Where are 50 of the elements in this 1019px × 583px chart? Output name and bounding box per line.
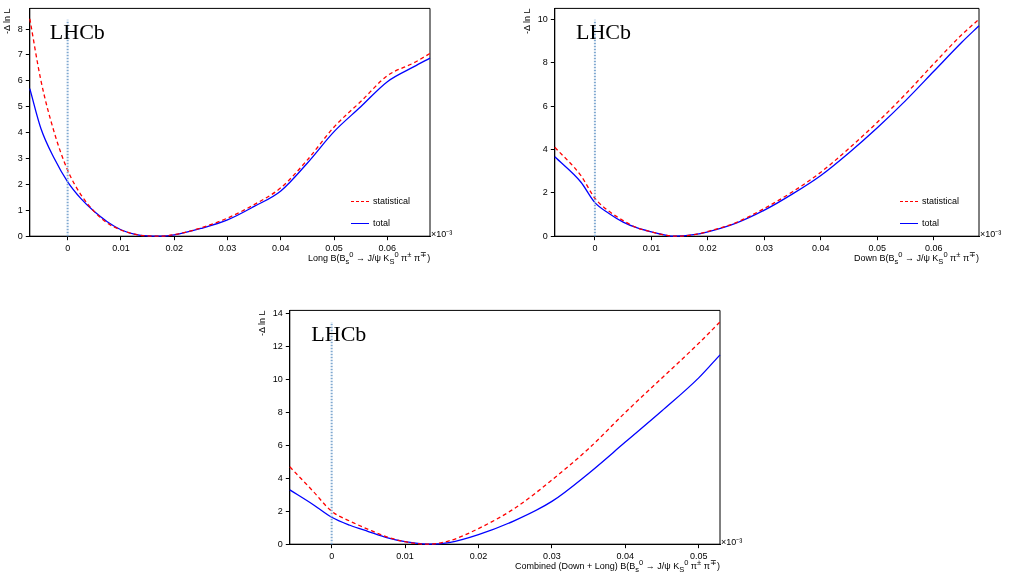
- text: ×10⁻³: [431, 228, 453, 239]
- y-tick-label: 4: [17, 127, 23, 138]
- y-tick-label: 8: [17, 23, 23, 34]
- y-tick-label: 10: [537, 13, 548, 24]
- y-tick-label: 4: [542, 143, 548, 154]
- y-tick-label: 3: [17, 153, 23, 164]
- y-axis-title: -Δ ln L: [256, 310, 267, 336]
- y-tick-label: 0: [542, 230, 548, 241]
- y-tick-label: 8: [277, 406, 283, 417]
- x-tick-label: 0.04: [272, 243, 290, 254]
- y-tick-label: 6: [277, 439, 283, 450]
- y-tick-label: 6: [542, 100, 548, 111]
- annotation: LHCb: [49, 19, 105, 45]
- y-axis-title: -Δ ln L: [1, 8, 12, 34]
- text: ×10⁻³: [980, 228, 1002, 239]
- x-tick-label: 0.01: [112, 243, 130, 254]
- y-tick-label: 0: [17, 230, 23, 241]
- legend-label: total: [373, 218, 391, 229]
- y-tick-label: 7: [17, 49, 23, 60]
- y-tick-label: 8: [542, 57, 548, 68]
- annotation: LHCb: [311, 321, 367, 347]
- x-tick-label: 0.02: [469, 551, 488, 562]
- y-tick-label: 5: [17, 101, 23, 112]
- x-tick-label: 0.05: [325, 243, 343, 254]
- x-tick-label: 0: [329, 551, 335, 562]
- legend-label: total: [922, 218, 940, 229]
- x-tick-label: 0.03: [218, 243, 237, 254]
- x-tick-label: 0.04: [812, 243, 830, 254]
- y-tick-label: 2: [17, 178, 23, 189]
- y-tick-label: 10: [272, 374, 283, 385]
- x-tick-label: 0: [592, 243, 598, 254]
- legend-label: statistical: [922, 196, 960, 207]
- annotation: LHCb: [576, 19, 632, 45]
- x-tick-label: 0.03: [755, 243, 774, 254]
- y-axis-title: -Δ ln L: [521, 8, 532, 34]
- y-tick-label: 14: [272, 308, 283, 319]
- y-tick-label: 2: [542, 187, 548, 198]
- y-tick-label: 1: [17, 204, 23, 215]
- x-tick-label: 0.01: [642, 243, 661, 254]
- y-tick-label: 12: [272, 341, 283, 352]
- y-tick-label: 6: [17, 75, 23, 86]
- y-tick-label: 4: [277, 472, 283, 483]
- y-tick-label: 2: [277, 505, 283, 516]
- text: ×10⁻³: [721, 536, 743, 547]
- x-tick-label: 0.02: [165, 243, 183, 254]
- legend-label: statistical: [373, 196, 411, 207]
- x-tick-label: 0: [65, 243, 71, 254]
- y-tick-label: 0: [277, 538, 283, 549]
- x-tick-label: 0.02: [699, 243, 717, 254]
- x-tick-label: 0.01: [396, 551, 414, 562]
